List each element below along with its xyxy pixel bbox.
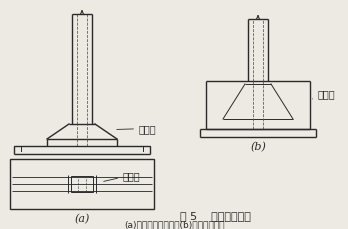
Text: 加劲肋: 加劲肋 — [104, 170, 141, 182]
Text: 加劲肋: 加劲肋 — [117, 124, 157, 134]
Bar — [10, 159, 154, 209]
Text: (a)增设加劲肋加固；(b)浇混凝土加固: (a)增设加劲肋加固；(b)浇混凝土加固 — [125, 220, 225, 229]
Text: 图 5    柱脚底板加固: 图 5 柱脚底板加固 — [180, 210, 251, 220]
Bar — [71, 176, 93, 192]
Text: 混凝土: 混凝土 — [313, 89, 335, 99]
Text: (b): (b) — [250, 141, 266, 152]
Text: (a): (a) — [74, 213, 90, 223]
